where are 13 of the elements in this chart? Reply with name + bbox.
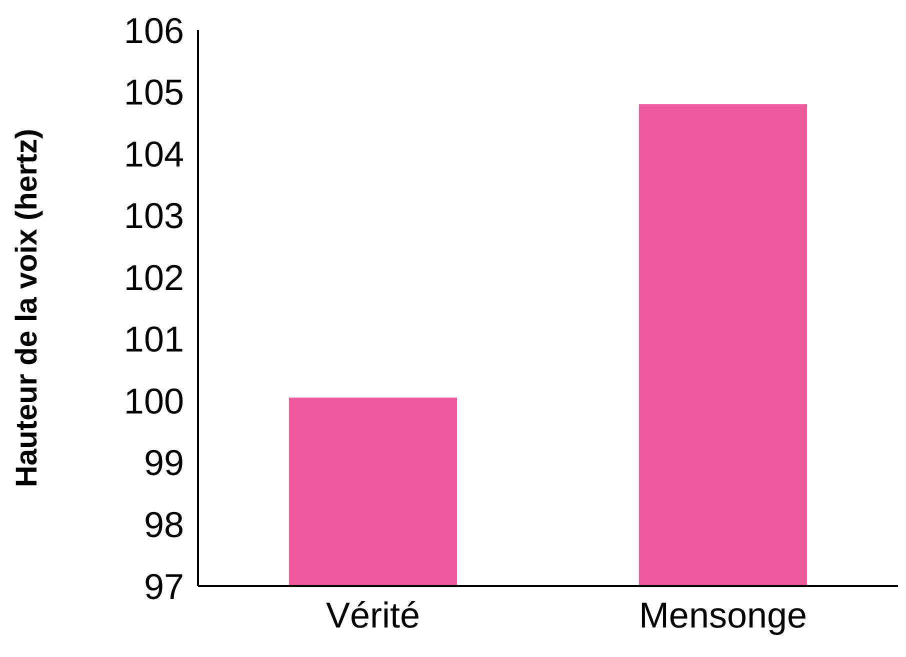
y-tick-label: 103 [124,195,184,236]
y-tick-label: 98 [144,504,184,545]
y-tick-label: 97 [144,566,184,607]
y-tick-label: 100 [124,380,184,422]
y-tick-label: 104 [124,133,184,174]
y-tick-label: 106 [124,10,184,51]
x-tick-label: Mensonge [638,594,808,636]
y-tick-label: 99 [144,442,184,484]
y-tick-label: 105 [124,72,184,113]
y-tick-label: 101 [124,318,184,360]
y-axis-title: Hauteur de la voix (hertz) [10,128,44,488]
x-tick-label: Vérité [326,594,420,636]
y-tick-label: 102 [124,256,184,298]
